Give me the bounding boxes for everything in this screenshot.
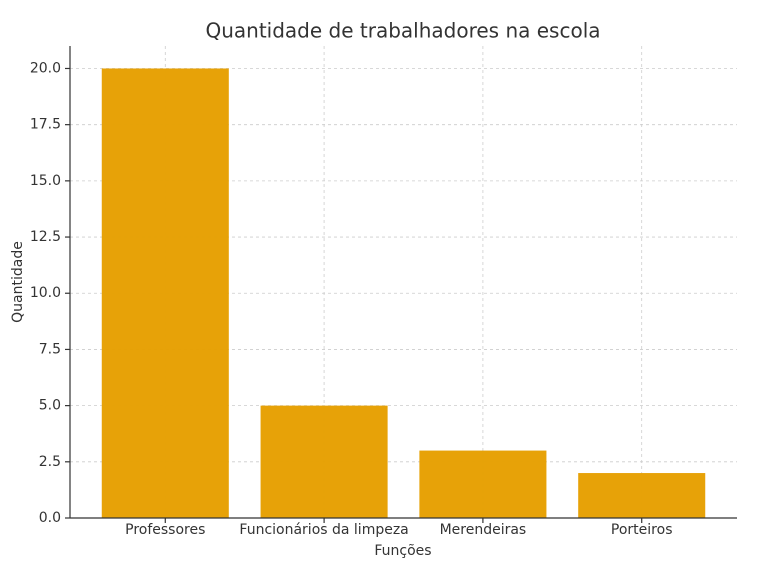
y-axis-label: Quantidade (10, 241, 26, 323)
y-tick-label: 15.0 (30, 173, 61, 189)
y-tick-label: 10.0 (30, 285, 61, 301)
chart-title: Quantidade de trabalhadores na escola (205, 19, 600, 43)
x-axis-label: Funções (374, 543, 431, 559)
bar (578, 473, 706, 518)
y-tick-label: 20.0 (30, 60, 61, 76)
bar (260, 405, 388, 518)
x-tick-label: Professores (125, 522, 205, 538)
bar (419, 450, 547, 518)
y-tick-label: 0.0 (39, 510, 61, 526)
y-tick-label: 7.5 (39, 341, 61, 357)
y-tick-label: 17.5 (30, 117, 61, 133)
y-tick-label: 5.0 (39, 398, 61, 414)
bar (101, 68, 229, 518)
y-tick-label: 2.5 (39, 454, 61, 470)
x-tick-label: Funcionários da limpeza (239, 522, 408, 538)
x-tick-label: Merendeiras (440, 522, 527, 538)
x-tick-label: Porteiros (611, 522, 673, 538)
y-tick-label: 12.5 (30, 229, 61, 245)
